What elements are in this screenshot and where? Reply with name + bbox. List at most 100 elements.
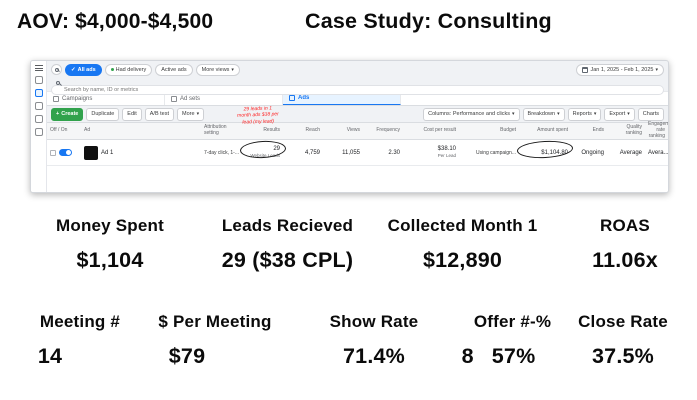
tab-label: Campaigns (62, 95, 93, 102)
stat-value: $12,890 (422, 248, 503, 272)
column-header[interactable]: Amount spent (537, 127, 568, 134)
filter-more-views[interactable]: More views ▾ (195, 63, 240, 76)
search-row (47, 78, 668, 95)
ad-sets-icon (171, 95, 177, 102)
cost-note: Per Lead (437, 153, 456, 159)
stat-value: 71.4% (343, 344, 405, 368)
create-button[interactable]: + Create (51, 107, 84, 121)
chevron-down-icon: ▾ (231, 66, 234, 73)
ab-test-button[interactable]: A/B test (144, 107, 175, 121)
chevron-down-icon: ▾ (196, 111, 200, 117)
stat-label: Money Spent (56, 216, 164, 235)
filter-had-delivery[interactable]: Had delivery (104, 63, 153, 76)
check-icon: ✓ (71, 66, 76, 73)
frequency-cell: 2.30 (388, 149, 400, 156)
more-button[interactable]: More ▾ (177, 107, 205, 121)
search-icon (56, 81, 60, 85)
stat-close-rate: Close Rate 37.5% (553, 312, 693, 369)
tab-ads[interactable]: Ads (283, 92, 401, 105)
button-label: Charts (642, 111, 659, 117)
ad-status-toggle[interactable] (59, 149, 72, 156)
tab-campaigns[interactable]: Campaigns (47, 92, 165, 105)
button-label: Create (61, 111, 79, 117)
column-header[interactable]: Ends (592, 127, 604, 134)
ad-name-link[interactable]: Ad 1 (101, 149, 114, 156)
amount-spent-cell: $1,104.80 (541, 149, 568, 156)
search-icon (54, 67, 59, 72)
charts-button[interactable]: Charts (637, 107, 664, 121)
filter-label: More views (201, 66, 230, 73)
chevron-down-icon: ▾ (512, 111, 515, 117)
aov-headline: AOV: $4,000-$4,500 (17, 10, 214, 33)
columns-button[interactable]: Columns: Performance and clicks ▾ (423, 107, 520, 121)
stat-value-2: 57% (491, 344, 536, 368)
date-range-label: Jan 1, 2025 - Feb 1, 2025 (590, 66, 654, 73)
handwritten-red-note: 29 leads in 1 month ads $38 per lead (my… (227, 105, 290, 126)
export-button[interactable]: Export ▾ (604, 107, 635, 121)
results-note: Website Leads (250, 153, 280, 159)
search-input[interactable] (51, 85, 664, 95)
action-toolbar: + Create Duplicate Edit A/B test More ▾ Co… (47, 106, 668, 122)
ads-manager-nav-icon[interactable] (34, 89, 43, 97)
stat-show-rate: Show Rate 71.4% (300, 312, 448, 369)
stat-value: $79 (168, 344, 206, 368)
duplicate-button[interactable]: Duplicate (86, 107, 120, 121)
column-header[interactable]: Results (263, 127, 280, 134)
column-header[interactable]: Cost per result (423, 127, 456, 134)
stat-value: 11.06x (592, 248, 658, 272)
ad-thumbnail (84, 145, 98, 160)
stat-collected-month-1: Collected Month 1 $12,890 (375, 216, 550, 273)
chevron-down-icon: ▾ (557, 111, 560, 117)
reach-cell: 4,759 (304, 149, 320, 156)
filter-active-ads[interactable]: Active ads (155, 63, 193, 76)
stat-value: 37.5% (592, 344, 654, 368)
stat-label: ROAS (600, 216, 650, 235)
column-header[interactable]: Views (346, 127, 360, 134)
analytics-nav-icon[interactable] (34, 102, 43, 110)
button-label: More (182, 111, 195, 117)
ads-icon (289, 95, 295, 101)
date-range-picker[interactable]: Jan 1, 2025 - Feb 1, 2025 ▾ (576, 63, 664, 76)
page-title: Case Study: Consulting (305, 9, 552, 33)
stat-label: Leads Recieved (221, 216, 354, 235)
delivery-dot-icon (110, 68, 114, 71)
column-header[interactable]: Frequency (376, 127, 400, 134)
table-empty-area (47, 166, 668, 192)
stat-offer-count-percent: Offer #-% 8 57% (440, 312, 585, 369)
tab-label: Ads (298, 95, 310, 101)
campaign-flag-icon (53, 95, 59, 102)
column-header[interactable]: Attribution setting (204, 124, 227, 136)
breakdown-button[interactable]: Breakdown ▾ (522, 107, 565, 121)
column-header[interactable]: Reach (305, 127, 320, 134)
edit-button[interactable]: Edit (122, 107, 142, 121)
campaigns-nav-icon[interactable] (34, 76, 43, 84)
stat-label: Meeting # (39, 312, 121, 331)
menu-icon[interactable] (34, 65, 43, 71)
tab-label: Ad sets (180, 95, 201, 102)
stat-label: Offer #-% (473, 312, 552, 331)
column-header[interactable]: Quality ranking (625, 124, 642, 136)
column-header[interactable]: Off / On (50, 127, 68, 134)
reports-button[interactable]: Reports ▾ (567, 107, 602, 121)
button-label: Export (609, 111, 626, 117)
column-header[interactable]: Engagement rate ranking (648, 121, 669, 139)
column-header[interactable]: Ad (84, 127, 91, 134)
search-button[interactable] (51, 64, 62, 75)
ads-manager-main: ✓ All ads Had delivery Active ads More vi… (47, 61, 668, 192)
stat-value: 14 (37, 344, 63, 368)
filter-all-ads[interactable]: ✓ All ads (65, 63, 102, 76)
stat-roas: ROAS 11.06x (560, 216, 690, 273)
row-checkbox[interactable] (50, 149, 56, 156)
stat-value: 8 (461, 344, 474, 368)
stat-meeting-count: Meeting # 14 (15, 312, 145, 369)
engagement-ranking-cell: Avera... (648, 149, 669, 156)
tab-ad-sets[interactable]: Ad sets (165, 92, 283, 105)
column-header[interactable]: Budget (500, 127, 516, 134)
plus-icon: + (56, 111, 60, 117)
settings-nav-icon[interactable] (34, 128, 43, 136)
views-cell: 11,055 (342, 149, 360, 156)
results-value: 29 (273, 146, 280, 153)
quality-ranking-cell: Average (619, 149, 642, 156)
button-label: Duplicate (91, 111, 115, 117)
audiences-nav-icon[interactable] (34, 115, 43, 123)
